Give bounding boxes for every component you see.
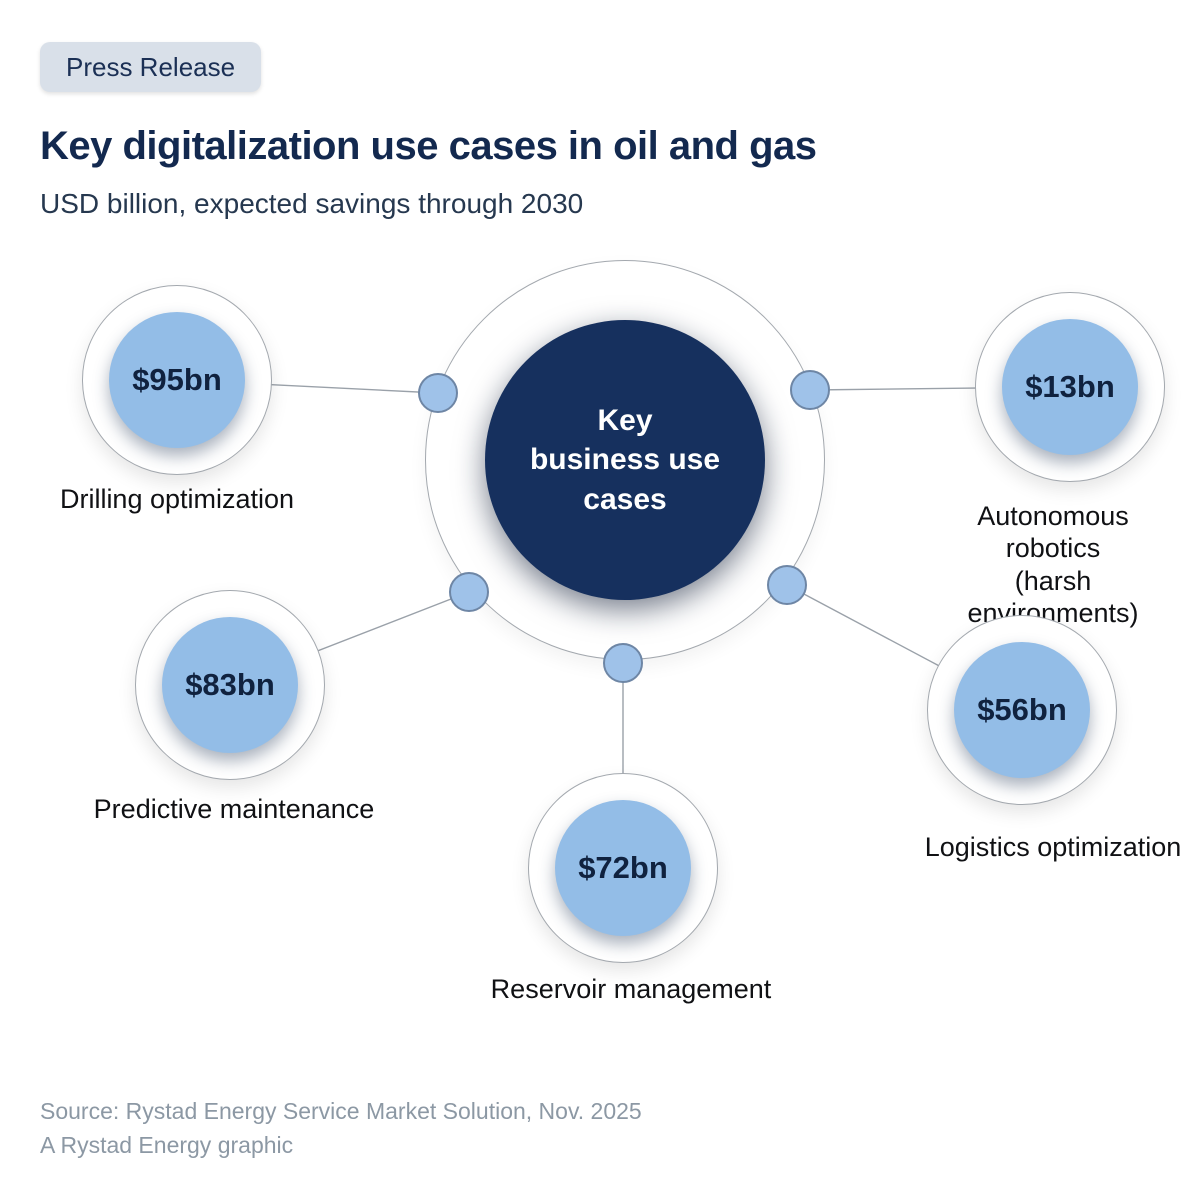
node-drilling-optimization: $95bn xyxy=(82,285,272,475)
node-value-robotics: $13bn xyxy=(1025,369,1115,404)
hub-center-label: Key business use cases xyxy=(529,403,721,516)
node-reservoir-management: $72bn xyxy=(528,773,718,963)
node-value-circle-reservoir: $72bn xyxy=(555,800,691,936)
node-value-circle-predictive: $83bn xyxy=(162,617,298,753)
node-value-circle-drilling: $95bn xyxy=(109,312,245,448)
node-value-logistics: $56bn xyxy=(977,692,1067,727)
hub-node-dot-reservoir xyxy=(603,643,643,683)
node-label-logistics: Logistics optimization xyxy=(924,832,1182,862)
node-value-predictive: $83bn xyxy=(185,667,275,702)
hub-node-dot-drilling xyxy=(418,373,458,413)
node-label-predictive: Predictive maintenance xyxy=(93,794,375,824)
node-value-circle-robotics: $13bn xyxy=(1002,319,1138,455)
hub-node-dot-robotics xyxy=(790,370,830,410)
node-label-drilling: Drilling optimization xyxy=(59,484,295,514)
node-logistics-optimization: $56bn xyxy=(927,615,1117,805)
source-text: Source: Rystad Energy Service Market Sol… xyxy=(40,1098,642,1124)
node-autonomous-robotics: $13bn xyxy=(975,292,1165,482)
hub-center-circle: Key business use cases xyxy=(485,320,765,600)
node-label-robotics: Autonomous robotics (harsh environments) xyxy=(967,501,1139,629)
node-value-drilling: $95bn xyxy=(132,362,222,397)
hub-node-dot-logistics xyxy=(767,565,807,605)
press-release-badge: Press Release xyxy=(40,42,262,92)
node-value-reservoir: $72bn xyxy=(578,850,668,885)
node-value-circle-logistics: $56bn xyxy=(954,642,1090,778)
chart-title: Key digitalization use cases in oil and … xyxy=(40,124,817,168)
node-predictive-maintenance: $83bn xyxy=(135,590,325,780)
node-label-reservoir: Reservoir management xyxy=(490,974,772,1004)
credit-text: A Rystad Energy graphic xyxy=(40,1132,294,1158)
hub-node-dot-predictive xyxy=(449,572,489,612)
chart-subtitle: USD billion, expected savings through 20… xyxy=(40,188,584,219)
footer: Source: Rystad Energy Service Market Sol… xyxy=(40,1094,642,1162)
